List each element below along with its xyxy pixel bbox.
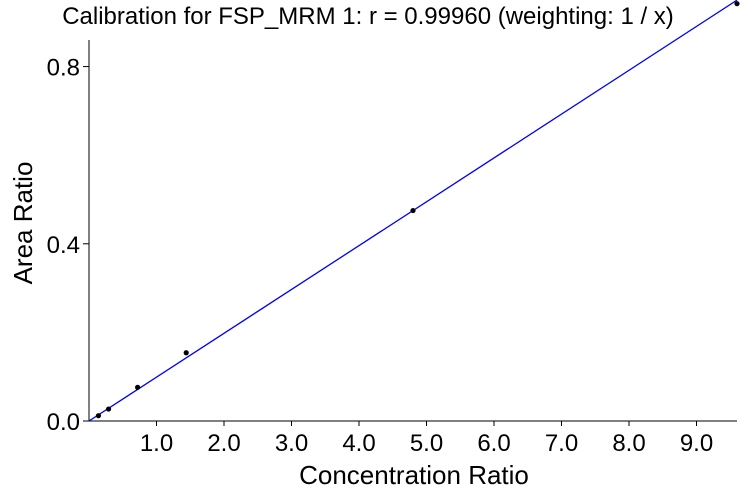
x-tick-label: 9.0 — [680, 430, 713, 457]
data-point — [183, 350, 189, 356]
data-point — [734, 1, 740, 7]
y-tick-label: 0.0 — [47, 409, 80, 436]
chart-title: Calibration for FSP_MRM 1: r = 0.99960 (… — [62, 3, 674, 30]
x-tick-label: 3.0 — [275, 430, 308, 457]
data-point — [135, 384, 141, 390]
x-tick-label: 5.0 — [410, 430, 443, 457]
x-axis-label: Concentration Ratio — [299, 460, 529, 490]
x-tick-label: 8.0 — [612, 430, 645, 457]
y-tick-label: 0.8 — [47, 55, 80, 82]
data-point — [410, 207, 416, 214]
y-axis-label: Area Ratio — [8, 162, 38, 285]
x-tick-label: 6.0 — [477, 430, 510, 457]
data-point — [95, 413, 102, 419]
data-point — [105, 406, 112, 412]
x-tick-label: 2.0 — [207, 430, 240, 457]
y-tick-label: 0.4 — [47, 232, 80, 259]
plot-area: 0.0 0.4 0.8 1.0 2.0 3.0 4.0 5.0 6.0 7.0 8.0 9.0 — [47, 0, 740, 457]
x-tick-label: 4.0 — [342, 430, 375, 457]
x-tick-label: 1.0 — [140, 430, 173, 457]
x-tick-label: 7.0 — [545, 430, 578, 457]
